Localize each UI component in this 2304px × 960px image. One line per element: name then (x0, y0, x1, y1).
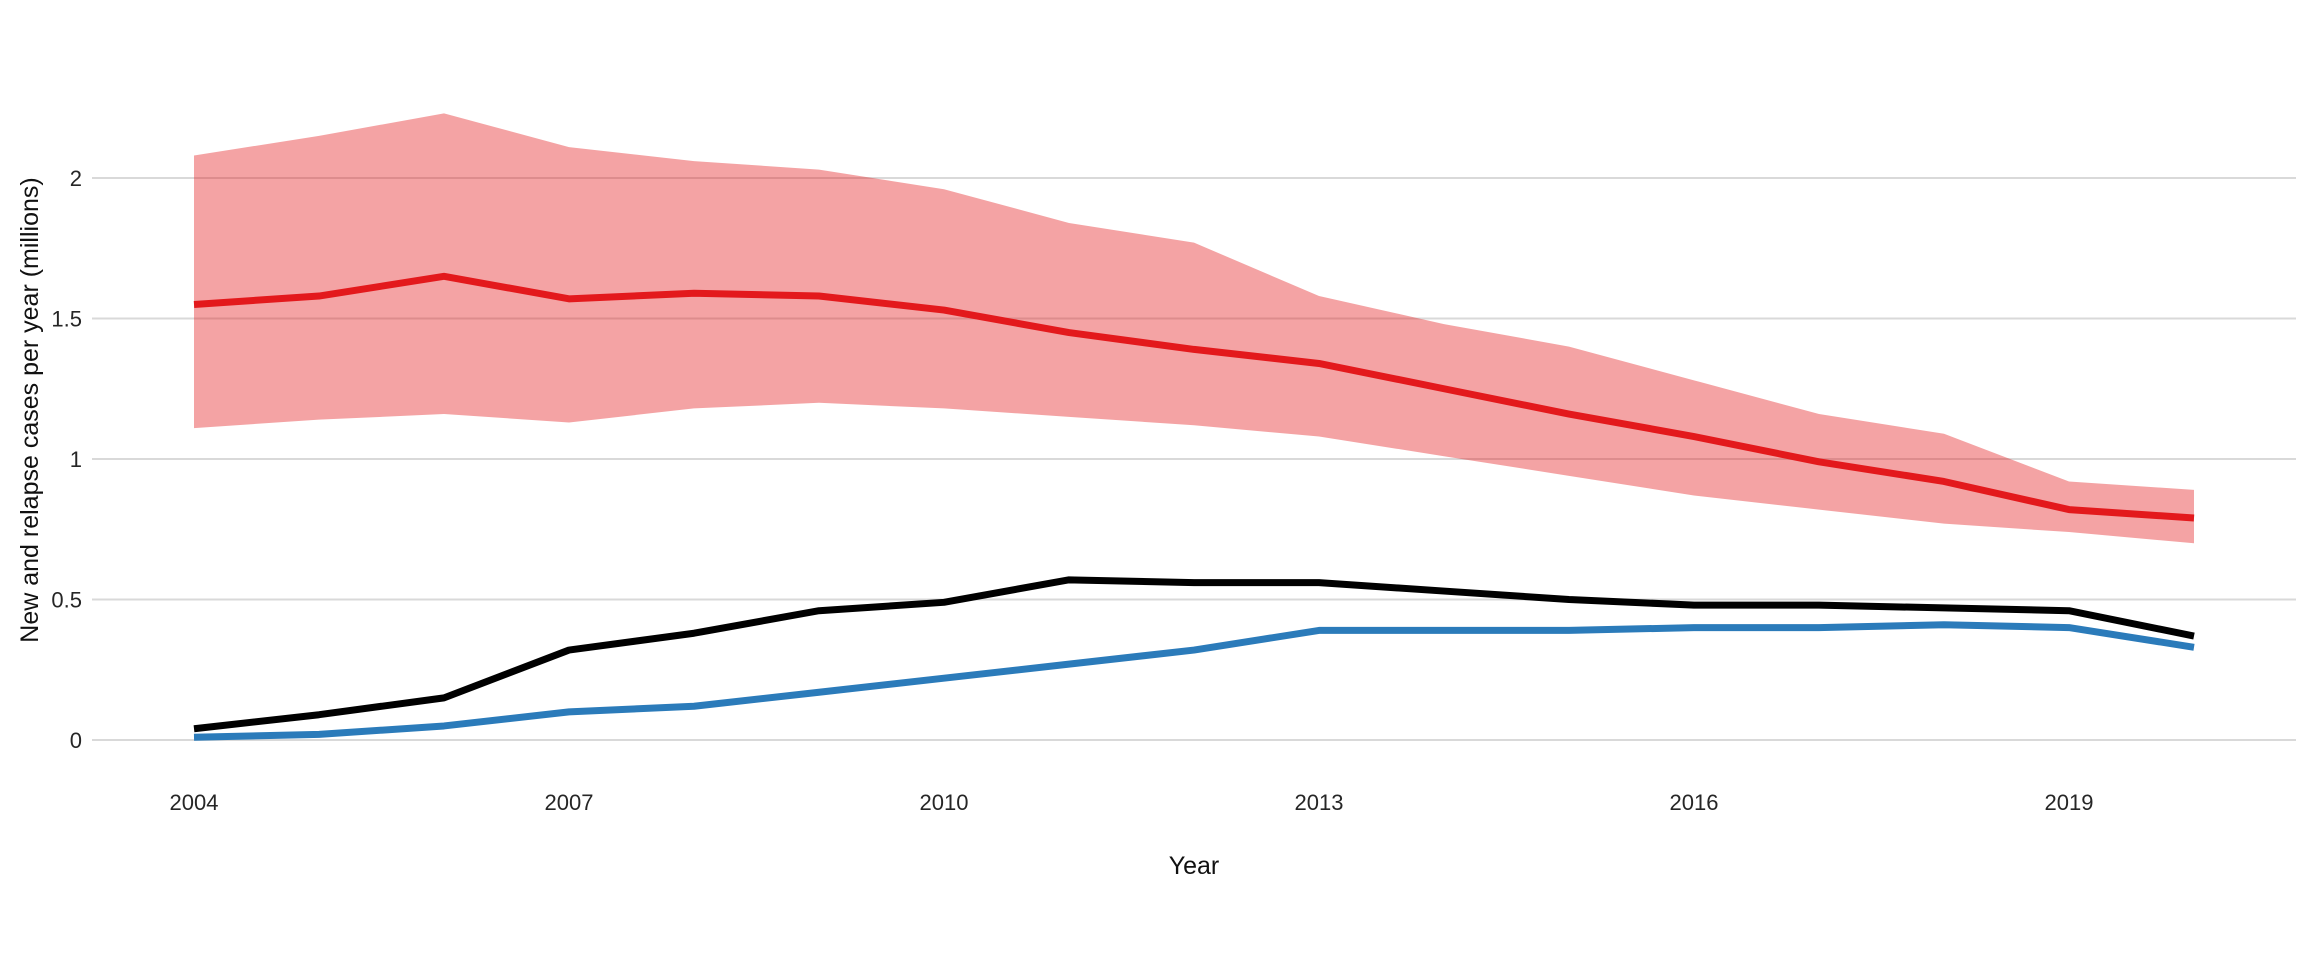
x-tick-label: 2013 (1295, 790, 1344, 815)
x-tick-label: 2007 (545, 790, 594, 815)
x-tick-label: 2010 (920, 790, 969, 815)
y-tick-label: 2 (70, 166, 82, 191)
x-tick-label: 2004 (170, 790, 219, 815)
y-tick-label: 0 (70, 728, 82, 753)
blue-line (193, 621, 2195, 741)
x-tick-label: 2019 (2045, 790, 2094, 815)
y-tick-label: 1.5 (51, 307, 82, 332)
y-axis-title: New and relapse cases per year (millions… (16, 177, 44, 642)
y-tick-label: 1 (70, 447, 82, 472)
y-tick-label: 0.5 (51, 588, 82, 613)
series-lines (193, 272, 2195, 741)
gridlines (92, 177, 2296, 741)
red-line (193, 272, 2195, 522)
y-axis-tick-labels: 0 0.5 1 1.5 2 (51, 166, 82, 753)
x-tick-label: 2016 (1670, 790, 1719, 815)
x-axis-tick-labels: 2004 2007 2010 2013 2016 2019 (170, 790, 2094, 815)
black-line (193, 576, 2195, 733)
x-axis-title: Year (1169, 852, 1220, 880)
